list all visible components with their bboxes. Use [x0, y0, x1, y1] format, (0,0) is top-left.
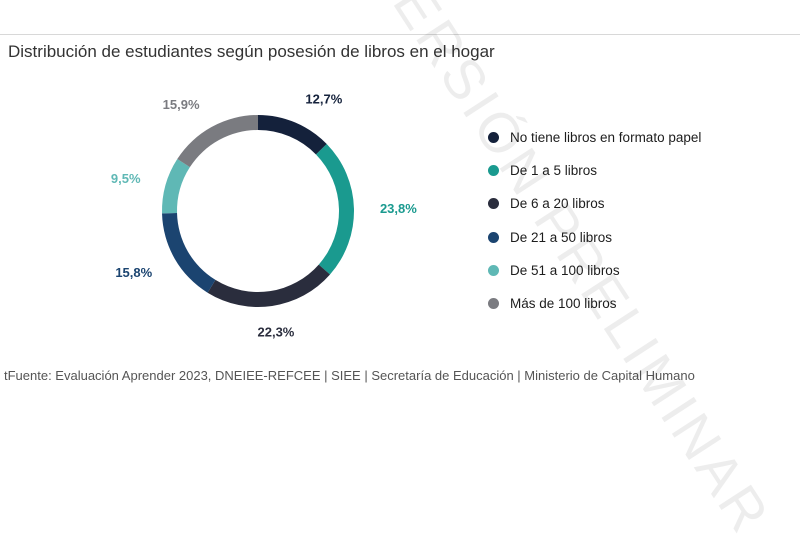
legend-swatch — [488, 231, 499, 243]
legend-label: De 1 a 5 libros — [510, 163, 598, 179]
legend-item: De 1 a 5 libros — [488, 154, 701, 187]
chart-legend: No tiene libros en formato papel De 1 a 5… — [488, 121, 701, 320]
legend-label: Más de 100 libros — [510, 296, 617, 312]
legend-item: De 6 a 20 libros — [488, 187, 701, 220]
donut-slice-1 — [258, 115, 327, 155]
slice-value-label-5: 9,5% — [111, 171, 141, 186]
legend-label: De 51 a 100 libros — [510, 262, 620, 278]
legend-label: No tiene libros en formato papel — [510, 130, 702, 146]
chart-title: Distribución de estudiantes según posesi… — [8, 42, 495, 61]
legend-label: De 6 a 20 libros — [510, 196, 605, 212]
legend-swatch — [488, 298, 499, 310]
donut-slice-3 — [207, 264, 331, 307]
slice-value-label-1: 12,7% — [305, 92, 342, 107]
donut-slice-2 — [315, 143, 354, 275]
legend-item: No tiene libros en formato papel — [488, 121, 701, 154]
slice-value-label-2: 23,8% — [380, 201, 417, 216]
slice-value-label-4: 15,8% — [115, 265, 152, 280]
legend-swatch — [488, 198, 499, 210]
legend-item: Más de 100 libros — [488, 287, 701, 320]
donut-slice-4 — [162, 213, 216, 293]
top-divider — [0, 34, 800, 35]
donut-slice-6 — [177, 115, 258, 168]
legend-swatch — [488, 264, 499, 276]
legend-label: De 21 a 50 libros — [510, 229, 613, 245]
donut-chart: 12,7% 23,8% 22,3% 15,8% 9,5% 15,9% — [111, 92, 417, 340]
source-note: tFuente: Evaluación Aprender 2023, DNEIE… — [4, 368, 695, 383]
legend-item: De 51 a 100 libros — [488, 254, 701, 287]
slice-value-label-3: 22,3% — [258, 325, 295, 340]
donut-slice-5 — [162, 159, 190, 214]
legend-item: De 21 a 50 libros — [488, 221, 701, 254]
slice-value-label-6: 15,9% — [163, 97, 200, 112]
legend-swatch — [488, 165, 499, 177]
legend-swatch — [488, 132, 499, 144]
